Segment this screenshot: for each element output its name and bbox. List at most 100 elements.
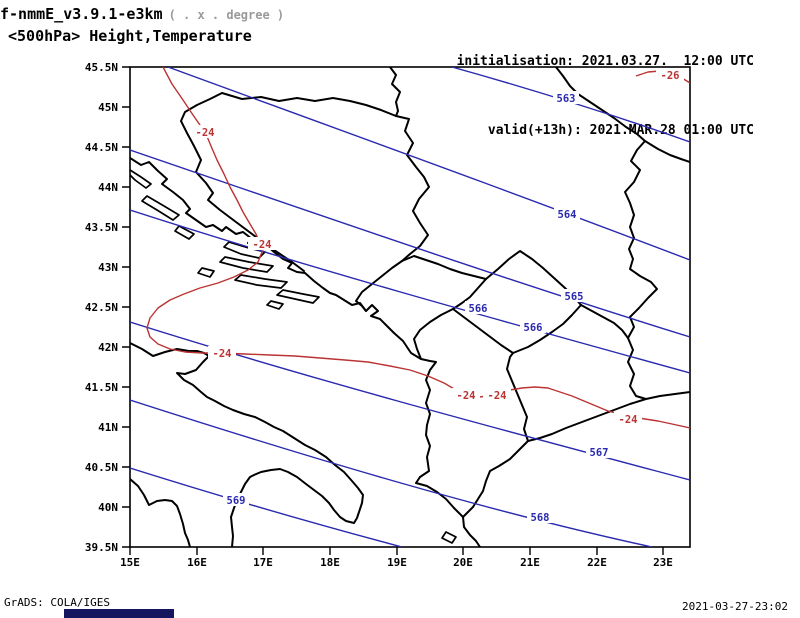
- label-box: [483, 388, 511, 401]
- croatia-montenegro-albania-coastline: [130, 157, 481, 547]
- x-tick-label: 15E: [120, 556, 140, 569]
- y-tick-label: 41.5N: [85, 381, 118, 394]
- map-geography: [130, 67, 690, 547]
- border-macedonia-bulgaria: [627, 337, 647, 400]
- border-montenegro-serbia: [401, 255, 487, 280]
- product-title: <500hPa> Height,Temperature: [8, 27, 252, 45]
- x-tick-label: 21E: [520, 556, 540, 569]
- label-box: [208, 346, 236, 359]
- border-kosovo-albania: [452, 308, 514, 354]
- y-tick-label: 43N: [98, 261, 118, 274]
- y-tick-label: 45N: [98, 101, 118, 114]
- temp-label-minus24-b: -24: [253, 239, 272, 251]
- label-box: [520, 320, 546, 333]
- y-tick-label: 44.5N: [85, 141, 118, 154]
- y-tick-label: 40.5N: [85, 461, 118, 474]
- temp-label-minus24-a: -24: [196, 127, 215, 139]
- label-box: [465, 301, 491, 314]
- island-lastovo: [266, 300, 284, 310]
- y-tick-label: 42.5N: [85, 301, 118, 314]
- y-tick-label: 39.5N: [85, 541, 118, 554]
- header-right-block: initialisation: 2021.03.27. 12:00 UTC va…: [457, 4, 754, 188]
- italy-tyrrhenian-coastline: [130, 478, 191, 547]
- temp-label-minus24-f: -24: [619, 414, 638, 426]
- x-tick-label: 20E: [453, 556, 473, 569]
- init-time: initialisation: 2021.03.27. 12:00 UTC: [456, 54, 754, 69]
- x-tick-label: 22E: [587, 556, 607, 569]
- label-box: [656, 68, 684, 81]
- height-contour-568: [130, 399, 653, 547]
- border-bosnia-west: [180, 92, 305, 272]
- label-box: [614, 412, 642, 425]
- temp-label-minus24-d: -24: [457, 390, 476, 402]
- border-croatia-serbia: [389, 67, 401, 117]
- island-mljet: [276, 289, 320, 304]
- label-box: [553, 91, 579, 104]
- x-tick-label: 19E: [387, 556, 407, 569]
- border-albania-greece: [462, 440, 529, 518]
- height-contour-566: [130, 209, 690, 374]
- border-bosnia-north: [221, 92, 397, 117]
- height-contour-565: [130, 149, 690, 338]
- creation-timestamp: 2021-03-27-23:02: [682, 600, 788, 613]
- height-contour-569: [130, 467, 403, 547]
- height-contour-564: [167, 67, 690, 261]
- x-tick-label: 16E: [187, 556, 207, 569]
- border-bosnia-serbia-drina: [395, 115, 430, 262]
- border-greece-bulgaria: [645, 391, 690, 400]
- y-tick-label: 42N: [98, 341, 118, 354]
- height-label-565: 565: [565, 291, 584, 303]
- border-serbia-east: [555, 67, 658, 339]
- label-box: [223, 493, 249, 506]
- x-axis-labels: 15E 16E 17E 18E 19E 20E 21E 22E 23E: [120, 556, 673, 569]
- y-tick-label: 40N: [98, 501, 118, 514]
- temp-label-minus24-e: -24: [488, 390, 507, 402]
- border-montenegro-kosovo: [452, 278, 487, 310]
- border-macedonia-albania: [506, 352, 529, 442]
- island-hvar: [219, 256, 274, 273]
- x-tick-label: 18E: [320, 556, 340, 569]
- resolution-note: ( . x . degree ): [168, 8, 285, 22]
- y-axis-labels: 45.5N 45N 44.5N 44N 43.5N 43N 42.5N 42N …: [85, 61, 118, 554]
- island-dugi-otok: [141, 195, 180, 221]
- label-box: [527, 510, 553, 523]
- height-label-566a: 566: [469, 303, 488, 315]
- border-romania-bulgaria-danube: [644, 140, 690, 163]
- island-murter: [174, 225, 195, 240]
- x-tick-label: 17E: [253, 556, 273, 569]
- y-tick-label: 45.5N: [85, 61, 118, 74]
- x-tick-label: 23E: [653, 556, 673, 569]
- y-tick-label: 43.5N: [85, 221, 118, 234]
- label-box: [561, 289, 587, 302]
- temp-label-minus26: -26: [661, 70, 680, 82]
- label-box: [586, 445, 612, 458]
- island-pag: [130, 169, 152, 189]
- border-serbia-macedonia: [580, 304, 629, 339]
- y-tick-label: 44N: [98, 181, 118, 194]
- height-label-567: 567: [590, 447, 609, 459]
- contour-labels: 563 564 565 566 566 567 568 569 -24 -26 …: [191, 68, 684, 524]
- height-label-569: 569: [227, 495, 246, 507]
- y-tick-label: 41N: [98, 421, 118, 434]
- y-axis-tickmarks: [122, 66, 130, 548]
- grads-credit: GrADS: COLA/IGES: [4, 596, 110, 609]
- height-label-564: 564: [558, 209, 577, 221]
- island-vis: [197, 267, 215, 278]
- label-box: [452, 388, 480, 401]
- label-box: [191, 125, 219, 138]
- italy-adriatic-coastline: [130, 342, 364, 547]
- temp-label-minus24-c: -24: [213, 348, 232, 360]
- height-label-566b: 566: [524, 322, 543, 334]
- bottom-blue-bar: [64, 609, 174, 618]
- height-label-568: 568: [531, 512, 550, 524]
- label-box: [248, 237, 276, 250]
- label-box: [554, 207, 580, 220]
- border-montenegro-albania: [413, 308, 454, 360]
- model-name: f-nmmE_v3.9.1-e3km: [0, 5, 163, 23]
- height-label-563: 563: [557, 93, 576, 105]
- header-line-1: f-nmmE_v3.9.1-e3km ( . x . degree ): [0, 4, 284, 23]
- island-corfu: [441, 531, 457, 544]
- x-axis-tickmarks: [129, 547, 664, 555]
